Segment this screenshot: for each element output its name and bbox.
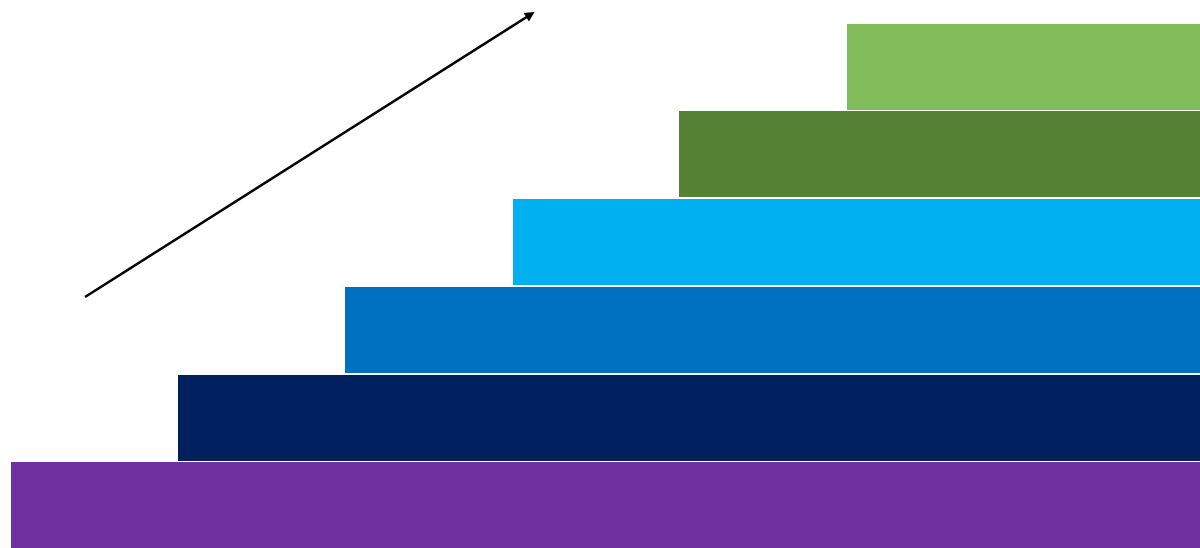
step-1 bbox=[847, 24, 1200, 110]
step-2 bbox=[679, 111, 1200, 197]
step-6 bbox=[11, 462, 1200, 548]
arrow-line bbox=[84, 11, 535, 299]
step-5 bbox=[178, 375, 1200, 461]
step-3 bbox=[513, 199, 1200, 285]
step-4 bbox=[345, 287, 1200, 373]
